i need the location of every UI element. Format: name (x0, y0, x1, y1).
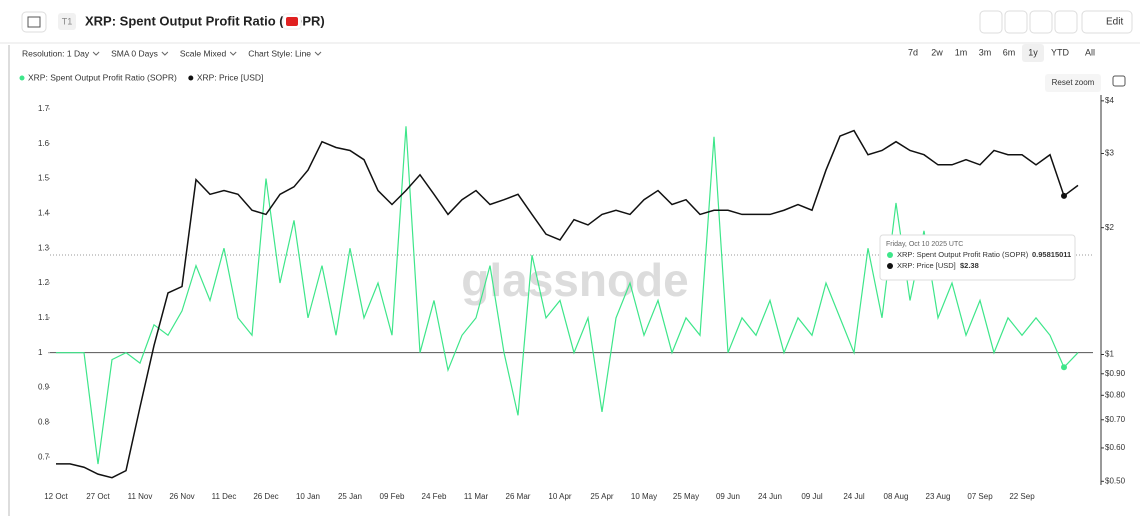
watermark: glassnode (461, 254, 689, 306)
y2-tick-label: $0.60 (1105, 443, 1126, 452)
x-tick-label: 12 Oct (44, 492, 68, 501)
x-tick-label: 10 Jan (296, 492, 320, 501)
x-tick-label: 25 Jan (338, 492, 362, 501)
x-tick-label: 22 Sep (1009, 492, 1035, 501)
x-tick-label: 26 Dec (253, 492, 278, 501)
x-tick-label: 11 Nov (128, 492, 153, 501)
range-button[interactable]: YTD (1051, 47, 1070, 57)
y-tick-label: 0.8 (38, 417, 50, 426)
video-icon (286, 17, 298, 26)
y2-tick-label: $0.70 (1105, 415, 1126, 424)
y2-tick-label: $3 (1105, 149, 1114, 158)
screenshot-icon[interactable] (1112, 75, 1126, 87)
y-tick-label: 0.7 (38, 452, 50, 461)
y-tick-label: 1.5 (38, 174, 50, 183)
x-tick-label: 25 Apr (590, 492, 613, 501)
reset-zoom-button[interactable] (1045, 74, 1101, 92)
control[interactable]: SMA 0 Days (111, 48, 158, 58)
legend-entry[interactable]: XRP: Spent Output Profit Ratio (SOPR) (28, 72, 177, 82)
series-line (56, 126, 1079, 465)
hover-point (1061, 364, 1067, 371)
edit-label: Edit (1106, 17, 1123, 28)
dropdown-chevron (92, 51, 100, 56)
y-tick-label: 1.1 (38, 313, 50, 322)
sidebar-toggle[interactable] (21, 11, 47, 33)
y-tick-label: 0.9 (38, 383, 50, 392)
x-tick-label: 24 Jul (843, 492, 865, 501)
legend-swatch (188, 75, 194, 81)
y-tick-label: 1.3 (38, 243, 50, 252)
x-tick-label: 11 Dec (212, 492, 237, 501)
x-tick-label: 08 Aug (884, 492, 909, 501)
x-tick-label: 09 Feb (380, 492, 405, 501)
range-button[interactable]: All (1085, 47, 1095, 57)
tooltip (879, 234, 1076, 281)
copy-button[interactable] (1054, 10, 1078, 34)
y2-tick-label: $1 (1105, 350, 1114, 359)
tooltip-sopr-name: XRP: Spent Output Profit Ratio (SOPR) (897, 250, 1029, 259)
y-tick-label: 1.4 (38, 209, 50, 218)
sidebar-icon (27, 16, 41, 28)
x-tick-label: 23 Aug (926, 492, 951, 501)
x-tick-label: 09 Jul (801, 492, 823, 501)
controls: Resolution: 1 Day SMA 0 Days Scale Mixed Ch… (22, 48, 322, 58)
x-tick-label: 10 Apr (548, 492, 571, 501)
control[interactable]: Resolution: 1 Day (22, 48, 90, 58)
tooltip-swatch (887, 263, 893, 269)
range-button[interactable]: 6m (1003, 47, 1016, 57)
badge-bg (58, 13, 76, 30)
legend-swatch (19, 75, 25, 81)
range-selected (1022, 44, 1044, 62)
hover-point (1061, 192, 1067, 199)
tooltip-swatch (887, 252, 893, 258)
series-line (56, 129, 1079, 479)
x-tick-label: 27 Oct (86, 492, 110, 501)
tooltip-sopr-value: 0.95815011 (1032, 250, 1071, 259)
share-button[interactable] (1029, 10, 1053, 34)
y2-tick-label: $2 (1105, 223, 1114, 232)
y-tick-label: 1.2 (38, 278, 50, 287)
x-tick-label: 25 May (673, 492, 699, 501)
x-tick-label: 07 Sep (967, 492, 993, 501)
star-button[interactable] (979, 10, 1003, 34)
x-tick-label: 09 Jun (716, 492, 740, 501)
x-tick-label: 10 May (631, 492, 657, 501)
tooltip-date: Friday, Oct 10 2025 UTC (886, 241, 963, 248)
y-tick-label: 1.7 (38, 104, 50, 113)
dropdown-chevron (314, 51, 322, 56)
page-title: XRP: Spent Output Profit Ratio (SOPR) (85, 13, 325, 28)
badge: T1 (62, 16, 73, 26)
y-tick-label: 1 (38, 348, 43, 357)
x-tick-label: 24 Feb (422, 492, 447, 501)
y2-tick-label: $0.90 (1105, 369, 1126, 378)
range-buttons: 7d 2w 1m 3m 6m 1y YTD All (908, 44, 1095, 62)
x-tick-label: 11 Mar (464, 492, 489, 501)
range-button[interactable]: 7d (908, 47, 918, 57)
y-tick-label: 1.6 (38, 139, 50, 148)
y2-tick-label: $4 (1105, 96, 1114, 105)
range-button[interactable]: 2w (931, 47, 943, 57)
tooltip-price-name: XRP: Price [USD] (897, 261, 956, 270)
dropdown-chevron (229, 51, 237, 56)
alert-button[interactable] (1004, 10, 1028, 34)
y2-tick-label: $0.50 (1105, 476, 1126, 485)
y2-tick-label: $0.80 (1105, 390, 1126, 399)
edit-button[interactable] (1081, 10, 1133, 34)
range-button[interactable]: 1m (955, 47, 968, 57)
legend-entry[interactable]: XRP: Price [USD] (197, 72, 264, 82)
reset-zoom-label: Reset zoom (1052, 78, 1095, 87)
control[interactable]: Scale Mixed (180, 48, 227, 58)
dropdown-chevron (161, 51, 169, 56)
x-tick-label: 26 Nov (169, 492, 194, 501)
scrollbar (8, 45, 10, 516)
x-tick-label: 24 Jun (758, 492, 782, 501)
tooltip-price-value: $2.38 (960, 261, 979, 270)
range-button[interactable]: 3m (979, 47, 992, 57)
x-tick-label: 26 Mar (506, 492, 531, 501)
control[interactable]: Chart Style: Line (248, 48, 311, 58)
plot: 0.7 0.8 0.9 1 1.1 1.2 1.3 1.4 1.5 1.6 1.7 $0.50 $0.6… (38, 96, 1126, 501)
range-button[interactable]: 1y (1028, 47, 1038, 57)
